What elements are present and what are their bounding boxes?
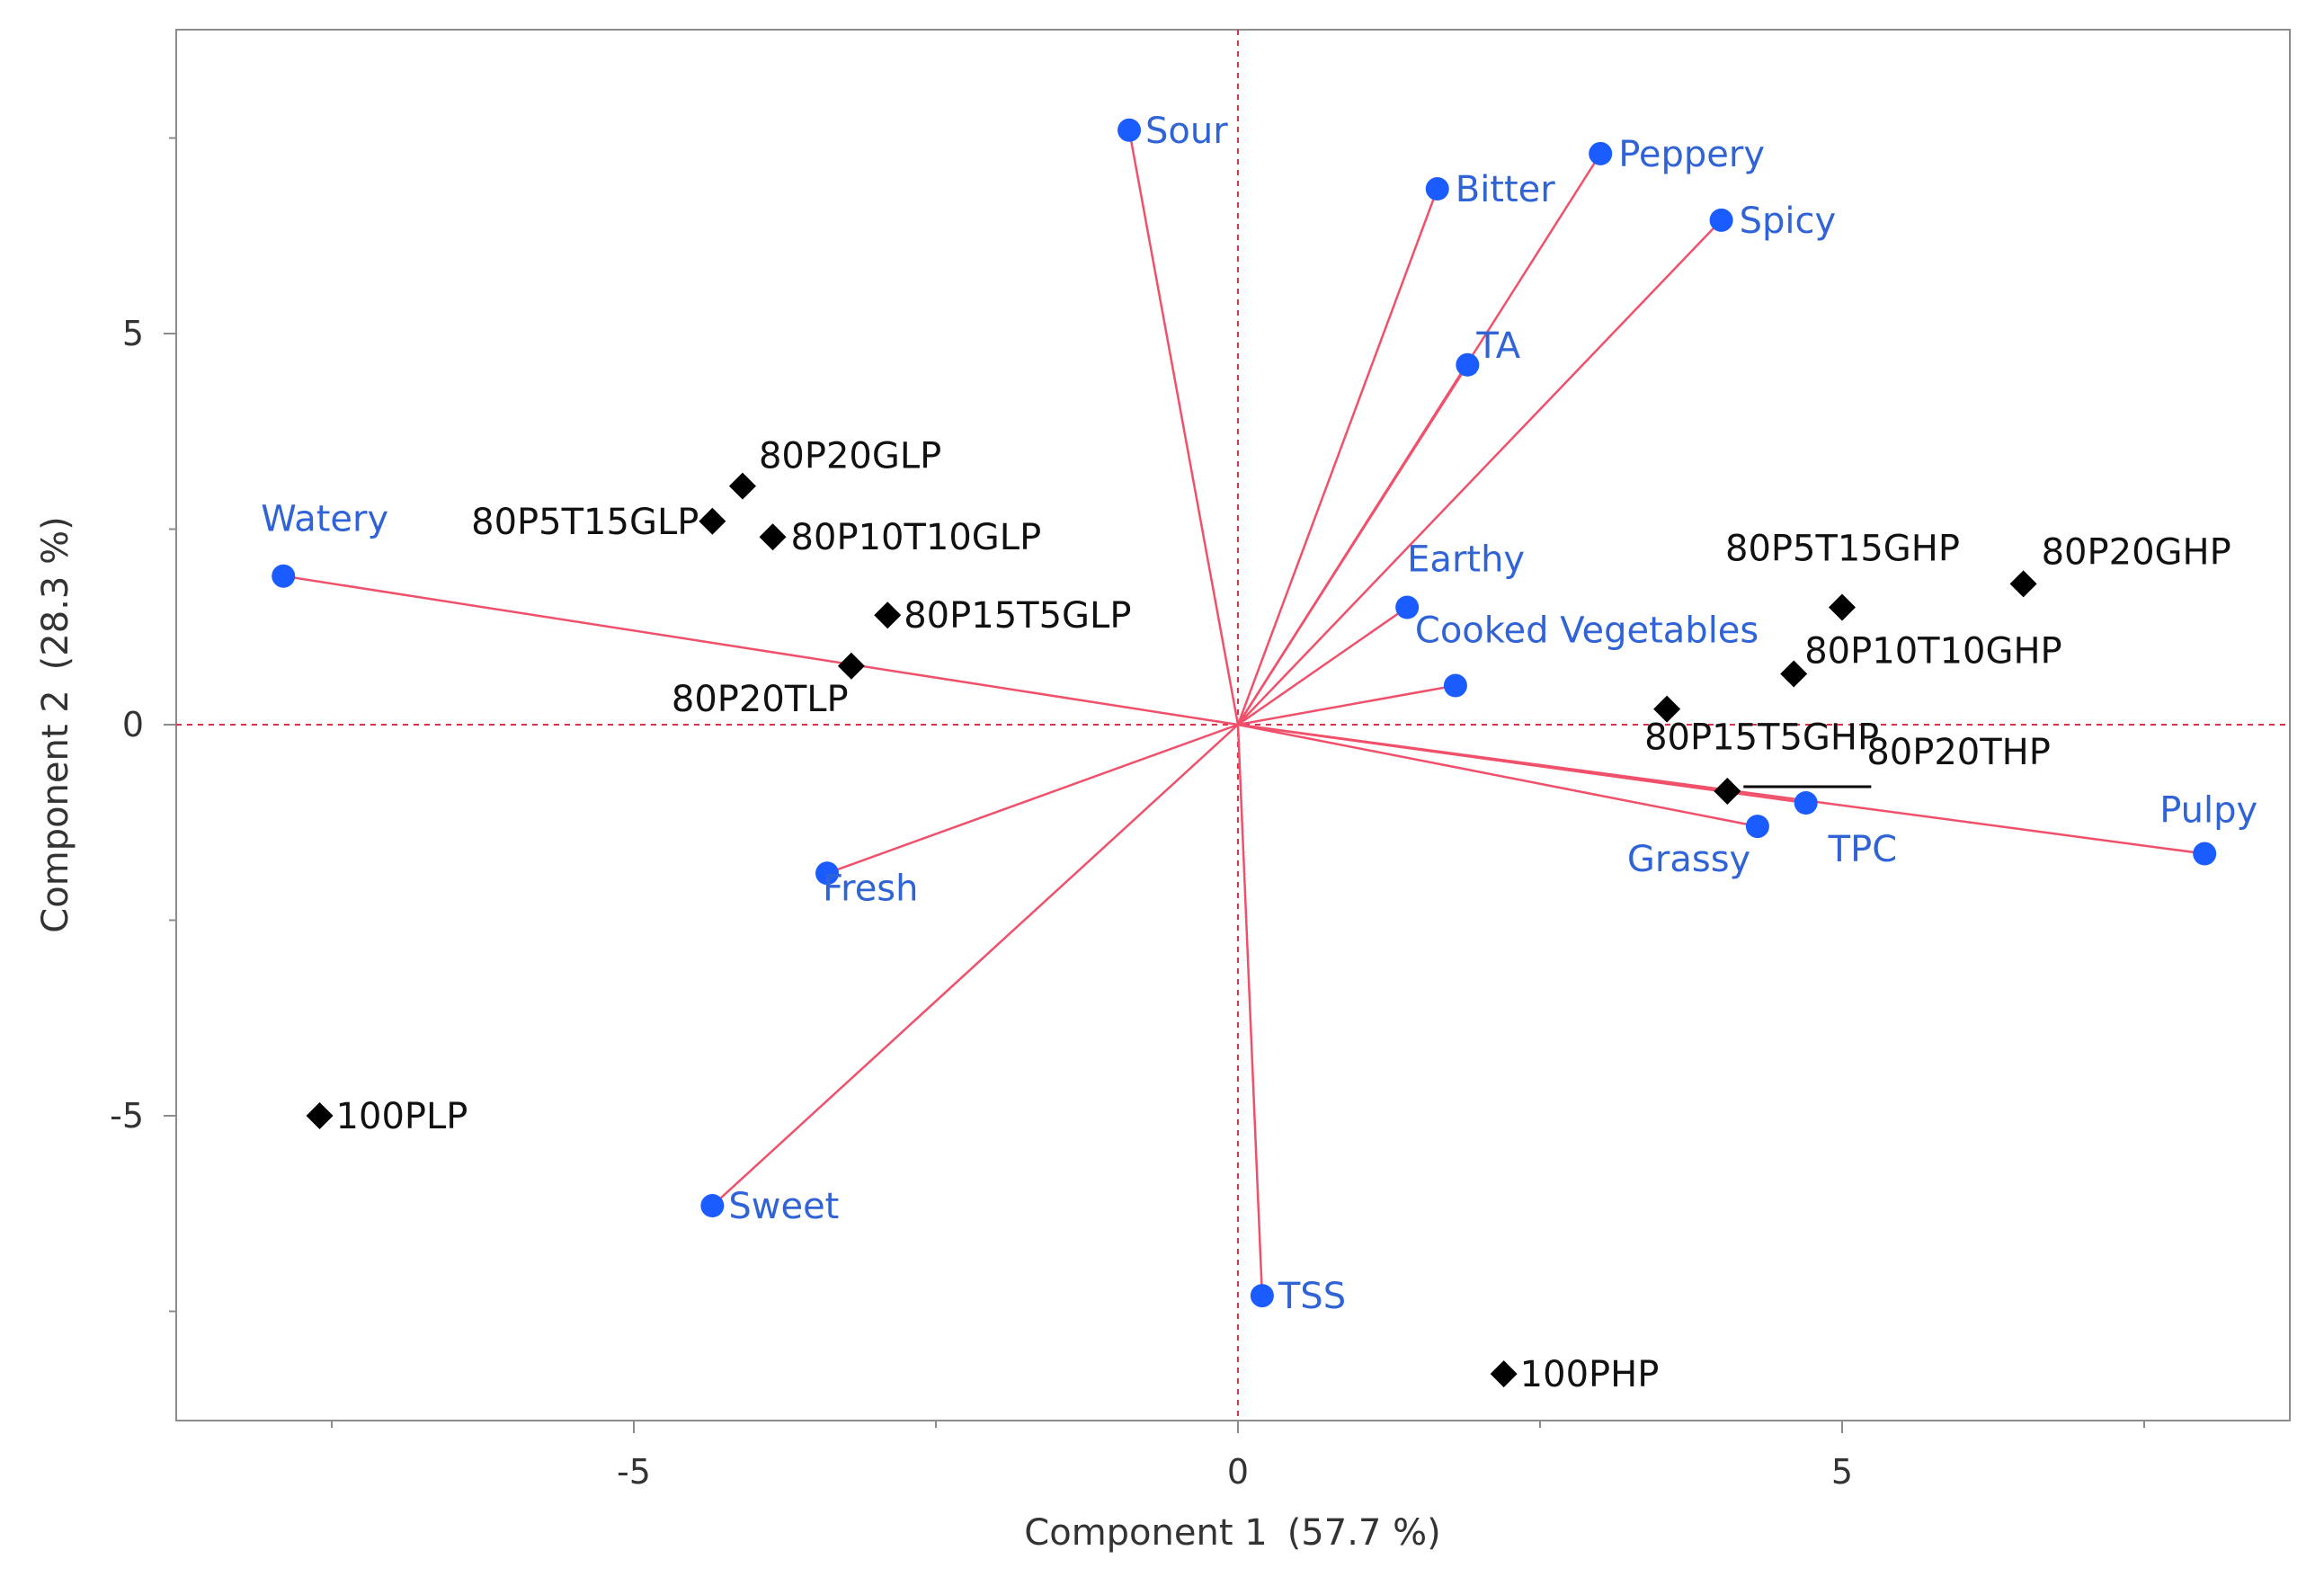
observation-label: 80P5T15GHP [1725,529,1960,570]
loading-line [1127,129,1240,726]
observation-label: 100PLP [336,1096,468,1137]
x-axis-ticks: -5 0 5 [331,1421,2145,1492]
variable-label: Fresh [823,868,918,909]
variable-marker [1425,177,1449,201]
variable-marker [1794,791,1818,815]
variable-label: TSS [1278,1276,1346,1317]
variable-label: Sweet [728,1186,839,1227]
y-tick-label: 0 [122,705,144,744]
variable-label: Bitter [1456,169,1556,210]
x-axis-title: Component 1 (57.7 %) [1024,1512,1440,1554]
observation-marker [728,472,756,500]
observation-marker [759,523,787,551]
observation-label: 80P5T15GLP [471,502,699,543]
observation-marker [699,507,726,535]
observation-label: 80P10T10GHP [1804,630,2061,672]
variable-marker [1117,118,1142,142]
loading-line [1236,188,1438,726]
observation-marker [1829,593,1856,621]
observation-marker [2009,570,2037,598]
variable-marker [1395,595,1420,619]
variable-marker [815,861,840,886]
observation-label: 80P15T5GHP [1644,717,1879,759]
observation-marker [1780,660,1808,688]
observation-label: 80P20THP [1866,732,2051,773]
variable-marker [1745,815,1769,839]
loading-line [826,723,1239,875]
observation-label: 80P10T10GLP [791,517,1042,558]
variable-marker [1456,352,1480,377]
y-tick-label: -5 [110,1096,144,1136]
variable-marker [1443,673,1467,698]
observation-marker [1490,1360,1518,1388]
observation-label: 80P20GLP [759,436,941,477]
observation-marker [837,652,865,680]
variable-label: Earthy [1407,539,1525,581]
x-tick-label: -5 [617,1452,651,1492]
variable-label: Peppery [1618,134,1765,175]
observation-marker [1653,695,1681,723]
loading-line [1237,606,1408,726]
observation-label: 80P20TLP [672,679,849,720]
x-tick-label: 0 [1227,1452,1249,1492]
y-tick-label: 5 [122,314,144,353]
observation-label: 80P20GHP [2042,531,2231,573]
observation-points: 80P20GLP 80P5T15GLP 80P10T10GLP 80P15T5GLP 8… [306,436,2231,1395]
variable-label: Sour [1145,111,1228,152]
loading-line [1237,684,1456,726]
observation-label: 100PHP [1520,1354,1660,1395]
loading-line [711,724,1239,1207]
variable-label: Grassy [1627,839,1750,880]
variable-label: Cooked Vegetables [1415,610,1759,652]
loading-line [283,575,1239,726]
y-axis-ticks: -5 0 5 [110,137,176,1313]
variable-marker [1709,208,1733,232]
variable-marker [1589,141,1613,165]
variable-marker [700,1194,725,1218]
variable-label: Pulpy [2159,790,2257,832]
loading-line [1236,364,1469,726]
variable-label: Watery [261,499,388,540]
variable-points: Sour Bitter Peppery Spicy TA Watery Earthy Cook… [261,111,2257,1317]
loading-line [1237,723,1759,828]
loading-line [1236,724,1264,1296]
observation-marker [306,1102,334,1129]
variable-marker [2193,842,2217,866]
observation-label: 80P15T5GLP [904,595,1131,637]
observation-marker [1714,777,1741,805]
y-axis-title: Component 2(28.3 %) [35,516,76,932]
variable-label: TA [1475,325,1520,367]
observation-marker [874,601,902,629]
loading-line [1237,218,1723,726]
variable-label: TPC [1828,829,1897,870]
variable-label: Spicy [1740,200,1837,242]
variable-marker [1250,1284,1274,1308]
x-tick-label: 5 [1831,1452,1853,1492]
variable-marker [272,564,296,588]
